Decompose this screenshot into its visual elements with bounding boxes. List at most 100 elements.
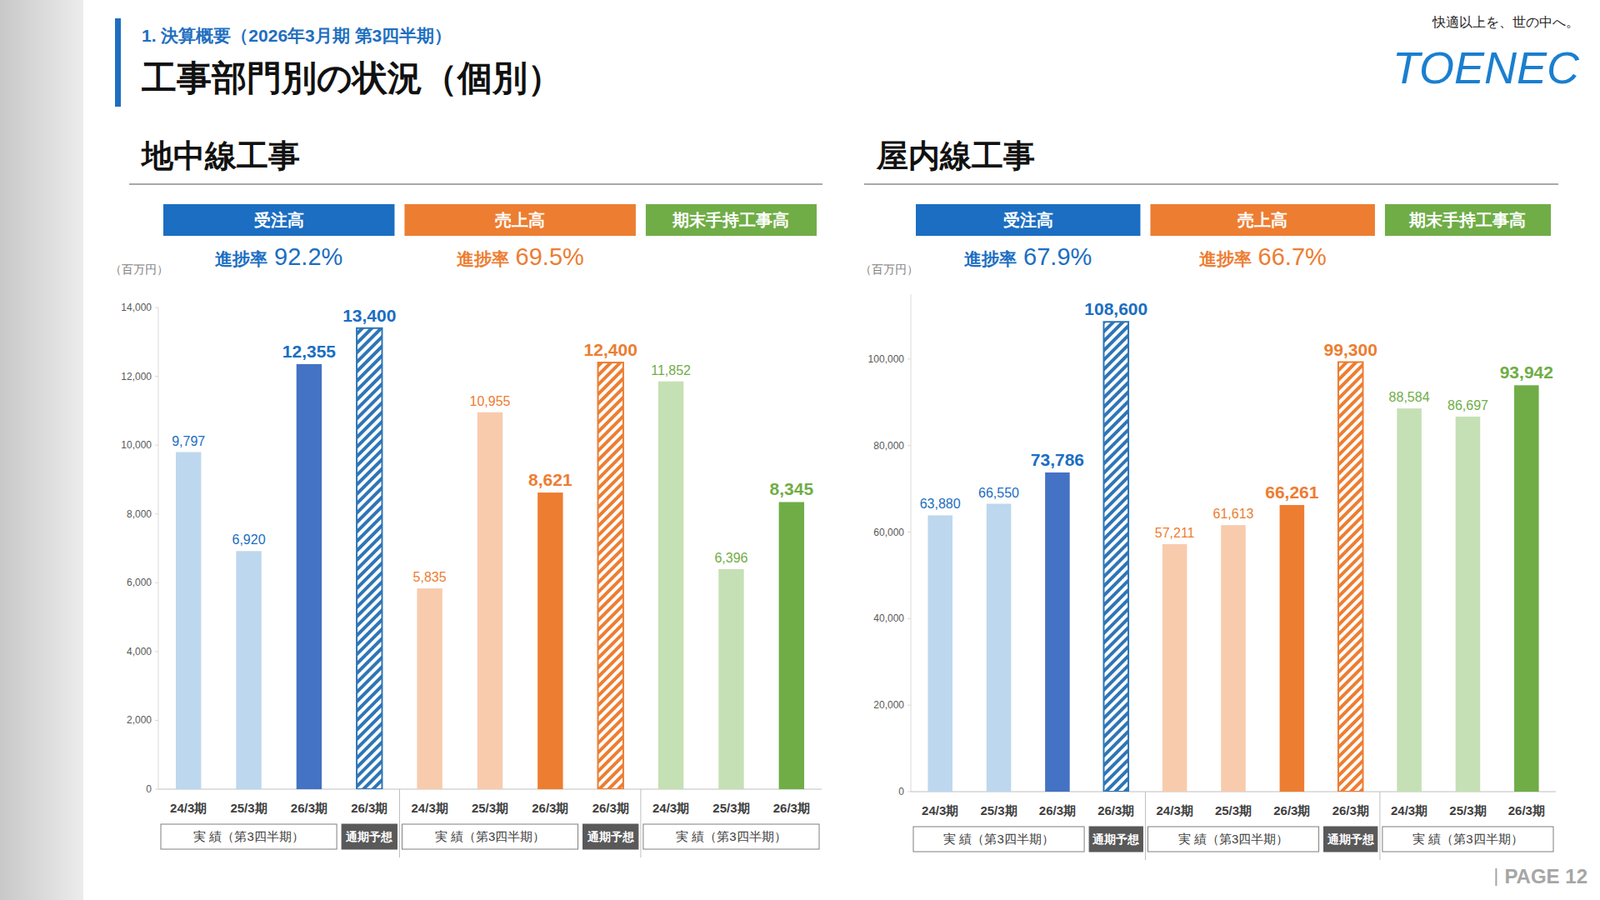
period-label: 実 績（第3四半期） <box>1178 831 1290 846</box>
bar <box>779 501 805 790</box>
period-box <box>401 824 578 850</box>
title-rule <box>864 183 1559 185</box>
category-label: 25/3期 <box>471 800 509 815</box>
bar <box>1280 505 1305 792</box>
y-tick <box>907 445 911 446</box>
bar <box>1396 408 1422 792</box>
group-separator <box>1379 791 1380 860</box>
data-label: 12,400 <box>584 340 638 360</box>
group-header <box>645 204 817 236</box>
forecast-bar <box>356 328 382 790</box>
period-label: 実 績（第3四半期） <box>435 829 546 844</box>
group-name: 受注高 <box>1003 210 1054 230</box>
y-tick-label: 0 <box>145 783 152 795</box>
y-tick-label: 0 <box>898 785 905 798</box>
data-label: 13,400 <box>342 305 396 325</box>
page-number: PAGE 12 <box>1504 865 1588 888</box>
page-separator <box>1495 868 1497 886</box>
category-label: 24/3期 <box>1390 803 1428 818</box>
y-tick <box>907 618 911 620</box>
progress-rate: 進捗率67.9% <box>964 243 1092 270</box>
forecast-bar <box>1103 321 1129 792</box>
bar <box>718 569 744 790</box>
period-box <box>160 824 337 850</box>
category-label: 25/3期 <box>1449 803 1486 818</box>
group-name: 売上高 <box>495 210 545 230</box>
y-tick <box>907 531 911 533</box>
y-tick <box>155 720 159 721</box>
group-header <box>404 204 635 236</box>
period-box <box>913 826 1085 852</box>
category-label: 24/3期 <box>652 800 690 815</box>
data-label: 8,621 <box>528 470 573 490</box>
group-header <box>1385 204 1551 236</box>
category-label: 25/3期 <box>1215 803 1252 818</box>
period-box <box>1147 826 1319 852</box>
category-label: 24/3期 <box>170 800 207 815</box>
period-box <box>643 824 820 850</box>
y-tick-label: 100,000 <box>868 353 905 365</box>
data-label: 9,797 <box>171 434 205 449</box>
category-label: 26/3期 <box>1332 803 1370 818</box>
data-label: 108,600 <box>1084 299 1148 319</box>
chart-title: 屋内線工事 <box>875 138 1035 174</box>
period-label: 通期予想 <box>1326 832 1375 846</box>
bar <box>296 364 322 790</box>
bars <box>175 328 805 790</box>
period-box <box>1382 826 1554 852</box>
data-label: 73,786 <box>1030 450 1085 470</box>
data-label: 88,584 <box>1389 390 1430 405</box>
progress-value: 66.7% <box>1258 243 1327 270</box>
data-label: 5,835 <box>413 570 447 585</box>
labels: 63,88066,55073,786108,60057,21161,61366,… <box>920 299 1554 540</box>
progress-label: 進捗率 <box>964 249 1017 269</box>
progress-rate: 進捗率69.5% <box>456 243 585 270</box>
group-name: 期末手持工事高 <box>1408 210 1526 230</box>
y-tick <box>907 705 911 706</box>
logo: TOENEC <box>1392 42 1580 93</box>
y-tick-label: 14,000 <box>120 301 152 314</box>
period-label: 通期予想 <box>586 830 635 844</box>
y-tick-label: 2,000 <box>126 714 152 726</box>
y-tick-label: 80,000 <box>873 440 905 452</box>
period-label: 実 績（第3四半期） <box>943 831 1055 846</box>
chart: 屋内線工事（百万円）020,00040,00060,00080,000100,0… <box>860 138 1559 860</box>
photo-strip <box>0 0 84 900</box>
tagline: 快適以上を、世の中へ。 <box>1431 15 1580 30</box>
progress-value: 69.5% <box>515 243 585 270</box>
y-tick-label: 12,000 <box>120 370 152 383</box>
period-box <box>1324 826 1378 852</box>
group-name: 受注高 <box>254 210 305 230</box>
group-header <box>163 204 395 236</box>
period-label: 実 績（第3四半期） <box>675 829 787 844</box>
forecast-bar <box>598 362 624 790</box>
y-tick <box>155 307 159 309</box>
y-tick <box>907 791 911 793</box>
y-tick-label: 10,000 <box>120 439 152 451</box>
bar <box>1045 472 1070 792</box>
category-label: 26/3期 <box>592 800 630 815</box>
slide-title: 工事部門別の状況（個別） <box>140 58 563 98</box>
progress-rate: 進捗率92.2% <box>215 243 343 270</box>
y-tick <box>155 513 159 515</box>
data-label: 12,355 <box>282 341 337 361</box>
chart: 地中線工事（百万円）02,0004,0006,0008,00010,00012,… <box>110 138 823 858</box>
period-label: 通期予想 <box>1091 832 1140 846</box>
bar <box>1455 416 1481 792</box>
progress-rate: 進捗率66.7% <box>1199 243 1327 270</box>
category-label: 25/3期 <box>712 800 750 815</box>
y-tick-label: 20,000 <box>873 699 905 711</box>
data-label: 86,697 <box>1447 398 1489 413</box>
data-label: 61,613 <box>1213 506 1255 521</box>
y-tick-label: 40,000 <box>873 612 905 625</box>
period-box <box>1089 826 1143 852</box>
y-tick <box>907 358 911 360</box>
group-header <box>1150 204 1375 236</box>
period-box <box>583 824 639 850</box>
bar <box>235 550 261 790</box>
y-tick <box>155 445 159 446</box>
bar <box>1162 544 1188 792</box>
unit-label: （百万円） <box>860 262 919 276</box>
y-axis <box>158 307 160 790</box>
data-label: 10,955 <box>470 394 511 409</box>
